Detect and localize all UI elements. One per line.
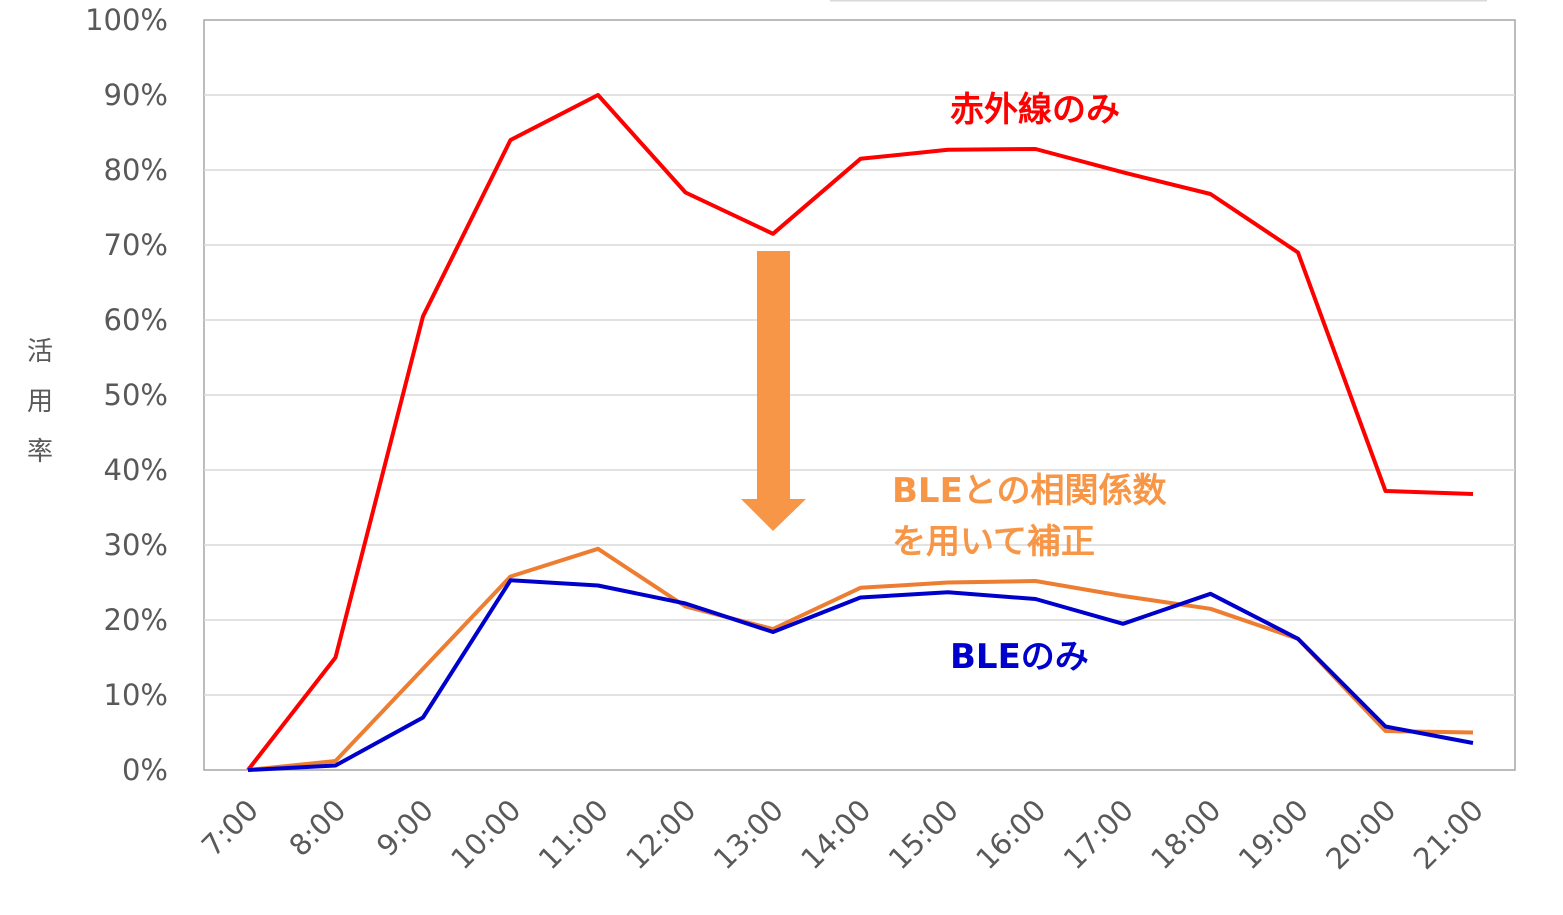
x-tick-label: 8:00	[282, 793, 352, 863]
correction-arrow-icon	[741, 251, 806, 531]
x-tick-label: 17:00	[1057, 793, 1140, 876]
x-axis-ticks: 7:00 8:00 9:00 10:00 11:00 12:00 13:00 14:00 15:…	[195, 793, 1490, 876]
y-tick-label: 60%	[104, 303, 168, 337]
x-tick-label: 10:00	[444, 793, 527, 876]
arrow-head	[741, 499, 806, 531]
series-line-1	[247, 546, 1474, 772]
y-tick-label: 50%	[104, 378, 168, 412]
x-tick-label: 16:00	[969, 793, 1052, 876]
x-tick-label: 19:00	[1232, 793, 1315, 876]
arrow-shaft	[757, 251, 790, 499]
annotation-ble-correlation: BLEとの相関係数	[892, 471, 1166, 511]
x-tick-label: 11:00	[532, 793, 615, 876]
y-tick-label: 20%	[104, 603, 168, 637]
series-lines	[246, 93, 1474, 772]
x-tick-label: 18:00	[1144, 793, 1227, 876]
gridlines	[204, 94, 1515, 696]
y-axis-label: 活 用 率	[27, 337, 53, 467]
x-tick-label: 14:00	[794, 793, 877, 876]
y-axis-label-char: 用	[27, 387, 53, 417]
y-tick-label: 0%	[122, 753, 168, 787]
y-tick-label: 90%	[104, 78, 168, 112]
y-axis-label-char: 活	[27, 337, 53, 367]
annotation-ble-only: BLEのみ	[950, 637, 1089, 677]
series-line-0	[246, 93, 1474, 772]
x-tick-label: 13:00	[707, 793, 790, 876]
annotation-infrared-only: 赤外線のみ	[950, 90, 1120, 130]
y-tick-label: 10%	[104, 678, 168, 712]
series-line-2	[247, 578, 1474, 772]
y-tick-label: 40%	[104, 453, 168, 487]
x-tick-label: 9:00	[370, 793, 440, 863]
x-tick-label: 12:00	[619, 793, 702, 876]
y-tick-label: 70%	[104, 228, 168, 262]
x-tick-label: 7:00	[195, 793, 265, 863]
x-tick-label: 15:00	[882, 793, 965, 876]
x-tick-label: 20:00	[1319, 793, 1402, 876]
y-tick-label: 80%	[104, 153, 168, 187]
annotation-corrected: を用いて補正	[892, 522, 1095, 562]
y-tick-label: 100%	[85, 3, 168, 37]
x-tick-label: 21:00	[1407, 793, 1490, 876]
y-axis-ticks: 0% 10% 20% 30% 40% 50% 60% 70% 80% 90% 100%	[85, 3, 168, 787]
y-tick-label: 30%	[104, 528, 168, 562]
y-axis-label-char: 率	[27, 437, 53, 467]
